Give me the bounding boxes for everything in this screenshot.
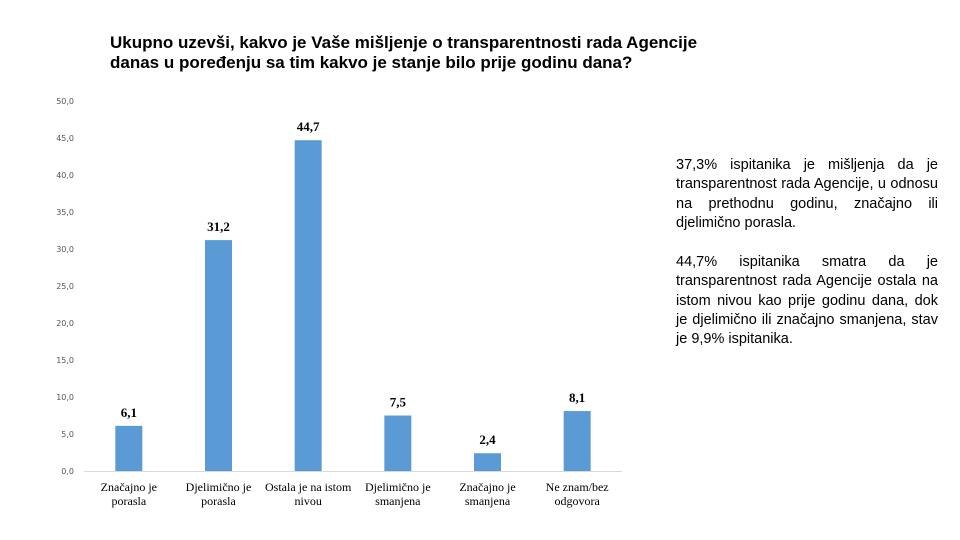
y-tick-label: 25,0 [56,282,74,291]
bar [205,240,232,471]
x-category-label: smanjena [375,494,421,508]
bar [474,453,501,471]
y-tick-label: 35,0 [56,208,74,217]
x-category-label: porasla [112,494,147,508]
chart-title: Ukupno uzevši, kakvo je Vaše mišljenje o… [110,33,810,73]
x-category-label: smanjena [465,494,511,508]
bar [384,415,412,471]
x-category-label: Značajno je [101,480,157,494]
data-label: 7,5 [390,395,407,410]
y-tick-label: 5,0 [61,430,74,439]
y-tick-label: 30,0 [56,245,74,254]
data-label: 44,7 [297,119,320,134]
data-label: 31,2 [207,219,230,234]
y-tick-label: 10,0 [56,393,74,402]
y-tick-label: 40,0 [56,171,74,180]
summary-note-increase: 37,3% ispitanika je mišljenja da je tran… [676,157,938,231]
x-category-label: Djelimično je [365,480,431,494]
x-category-label: porasla [201,494,236,508]
data-label: 8,1 [569,390,585,405]
y-tick-label: 45,0 [56,134,74,143]
chart-title-line-1: Ukupno uzevši, kakvo je Vaše mišljenje o… [110,33,698,52]
bar [294,140,322,471]
chart-title-line-2: danas u poređenju sa tim kakvo je stanje… [110,53,633,72]
data-label: 6,1 [121,405,137,420]
data-label: 2,4 [479,432,496,447]
x-category-label: nivou [294,494,321,508]
x-category-label: Značajno je [459,480,515,494]
y-tick-label: 15,0 [56,356,74,365]
bar [115,425,143,471]
summary-note-same-decrease: 44,7% ispitanika smatra da je transparen… [676,254,938,348]
y-tick-label: 50,0 [56,97,74,106]
x-category-label: odgovora [555,494,601,508]
y-tick-label: 20,0 [56,319,74,328]
x-category-label: Ostala je na istom [265,480,352,494]
bar [563,411,591,471]
x-category-label: Ne znam/bez [546,480,609,494]
y-tick-label: 0,0 [61,467,74,476]
x-category-label: Djelimično je [186,480,252,494]
